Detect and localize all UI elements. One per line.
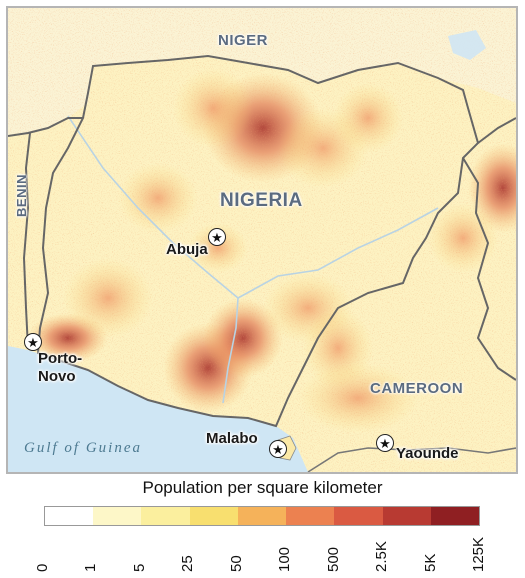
label-nigeria: NIGERIA xyxy=(220,190,303,211)
legend-swatch xyxy=(141,507,190,525)
legend-swatch xyxy=(45,507,94,525)
legend-swatch xyxy=(382,507,431,525)
star-icon[interactable]: ★ xyxy=(24,333,42,351)
legend-swatch xyxy=(334,507,383,525)
map-frame: NIGER NIGERIA BENIN CAMEROON ★ Abuja ★ P… xyxy=(6,6,518,474)
legend-tick-label: 5 xyxy=(130,563,148,572)
label-gulf-of-guinea: Gulf of Guinea xyxy=(24,440,142,456)
legend-color-bar xyxy=(44,506,480,526)
legend-swatch xyxy=(286,507,335,525)
label-porto-novo-line2[interactable]: Novo xyxy=(38,368,76,385)
legend-swatch xyxy=(189,507,238,525)
benin-border xyxy=(8,117,83,349)
legend-tick-label: 50 xyxy=(227,555,245,572)
population-density-map[interactable] xyxy=(8,8,516,472)
star-icon[interactable]: ★ xyxy=(269,440,287,458)
legend-tick-label: 125K xyxy=(470,536,487,572)
benue-river xyxy=(237,207,439,299)
legend-swatch xyxy=(93,507,142,525)
star-icon[interactable]: ★ xyxy=(208,228,226,246)
label-porto-novo-line1[interactable]: Porto- xyxy=(38,350,83,367)
star-icon[interactable]: ★ xyxy=(376,434,394,452)
nigeria-border xyxy=(36,54,480,428)
legend-swatch xyxy=(430,507,479,525)
legend-tick-label: 500 xyxy=(324,546,342,572)
label-malabo[interactable]: Malabo xyxy=(206,430,258,447)
niger-river xyxy=(67,115,239,404)
legend-swatch xyxy=(237,507,287,525)
legend-tick-label: 1 xyxy=(82,563,100,572)
cameroon-border xyxy=(462,117,516,381)
label-yaounde[interactable]: Yaounde xyxy=(396,445,459,462)
legend-ticks: 0 1 5 25 50 100 500 2.5K 5K 125K xyxy=(0,530,525,578)
label-benin: BENIN xyxy=(13,174,29,217)
legend-title: Population per square kilometer xyxy=(142,478,383,497)
land xyxy=(8,8,516,472)
legend-tick-label: 100 xyxy=(276,546,294,572)
label-abuja[interactable]: Abuja xyxy=(166,241,208,258)
legend-tick-label: 0 xyxy=(34,563,51,572)
label-cameroon: CAMEROON xyxy=(370,380,464,397)
legend-tick-label: 2.5K xyxy=(373,541,391,572)
eq-guinea-border xyxy=(307,447,516,472)
legend-tick-label: 25 xyxy=(179,555,197,572)
legend-tick-label: 5K xyxy=(421,553,439,572)
label-niger: NIGER xyxy=(218,32,269,49)
